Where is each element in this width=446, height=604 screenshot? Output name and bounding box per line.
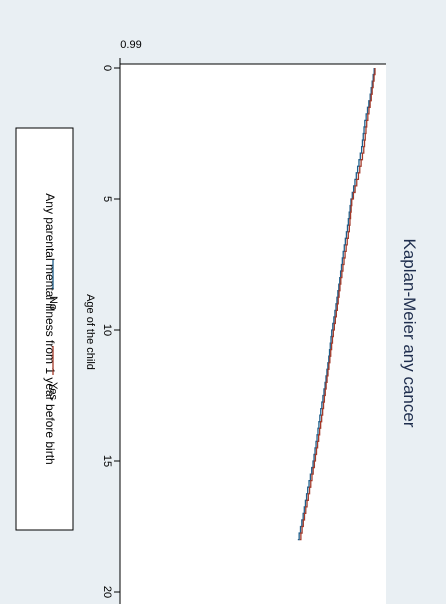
x-axis-ticks: 0 5 10 15 20: [101, 65, 120, 598]
x-axis-label: Age of the child: [84, 294, 96, 370]
legend-title: Any parental mental illness from 1 year …: [43, 193, 57, 464]
chart-title: Kaplan-Meier any cancer: [400, 239, 419, 428]
x-tick-label: 15: [101, 455, 113, 467]
legend-label-no: No: [47, 296, 59, 310]
series-layer: [297, 68, 376, 541]
y-tick-label: 0.99: [120, 39, 141, 51]
x-tick-label: 20: [101, 586, 113, 598]
x-tick-label: 0: [101, 65, 113, 71]
x-tick-label: 5: [101, 196, 113, 202]
legend-label-yes: Yes: [47, 382, 59, 400]
x-tick-label: 10: [101, 324, 113, 336]
legend: Any parental mental illness from 1 year …: [15, 127, 74, 531]
legend-box: [15, 127, 74, 531]
series-line-no: [297, 68, 375, 541]
series-line-yes: [299, 68, 376, 541]
plot-region: [120, 64, 386, 604]
